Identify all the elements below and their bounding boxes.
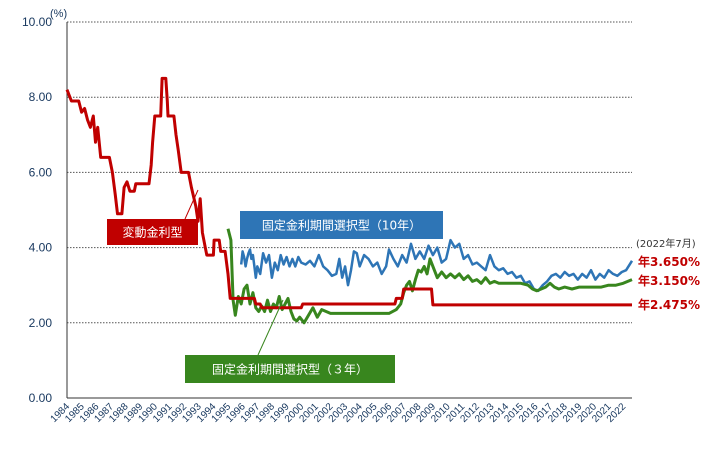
x-tick-labels: 1984198519861987198819891990199119921993… [49, 401, 629, 425]
y-tick-label: 2.00 [29, 316, 53, 330]
y-tick-label: 8.00 [29, 90, 53, 104]
series-name-label: 変動金利型 [122, 225, 182, 240]
end-value-label: 年2.475% [638, 297, 700, 312]
axes [66, 22, 632, 399]
latest-date-note: (2022年7月) [636, 237, 696, 250]
callout-box [185, 355, 395, 383]
series-callouts: 変動金利型 固定金利期間選択型（10年） 固定金利期間選択型（３年） [107, 189, 443, 383]
end-labels: (2022年7月) 年3.650% 年3.150% 年2.475% [636, 237, 700, 312]
series-lines [65, 76, 634, 325]
callout-box [107, 219, 198, 245]
series-name-label: 固定金利期間選択型（10年） [262, 218, 421, 233]
y-tick-label: 6.00 [29, 165, 53, 179]
series-line-0 [65, 76, 632, 310]
end-value-label: 年3.650% [638, 254, 700, 269]
series-line-1 [239, 238, 634, 293]
callout-leader [257, 299, 284, 356]
series-line-2 [226, 228, 633, 325]
end-value-label: 年3.150% [638, 273, 700, 288]
callout-box [240, 211, 443, 239]
y-tick-label: 0.00 [29, 391, 53, 405]
y-axis-unit: (%) [50, 8, 67, 20]
callout-leader [184, 189, 199, 220]
y-tick-label: 4.00 [29, 241, 53, 255]
series-name-label: 固定金利期間選択型（３年） [212, 362, 368, 377]
y-tick-label: 10.00 [22, 15, 52, 29]
y-tick-labels: 0.00 2.00 4.00 6.00 8.00 10.00 [22, 15, 52, 405]
